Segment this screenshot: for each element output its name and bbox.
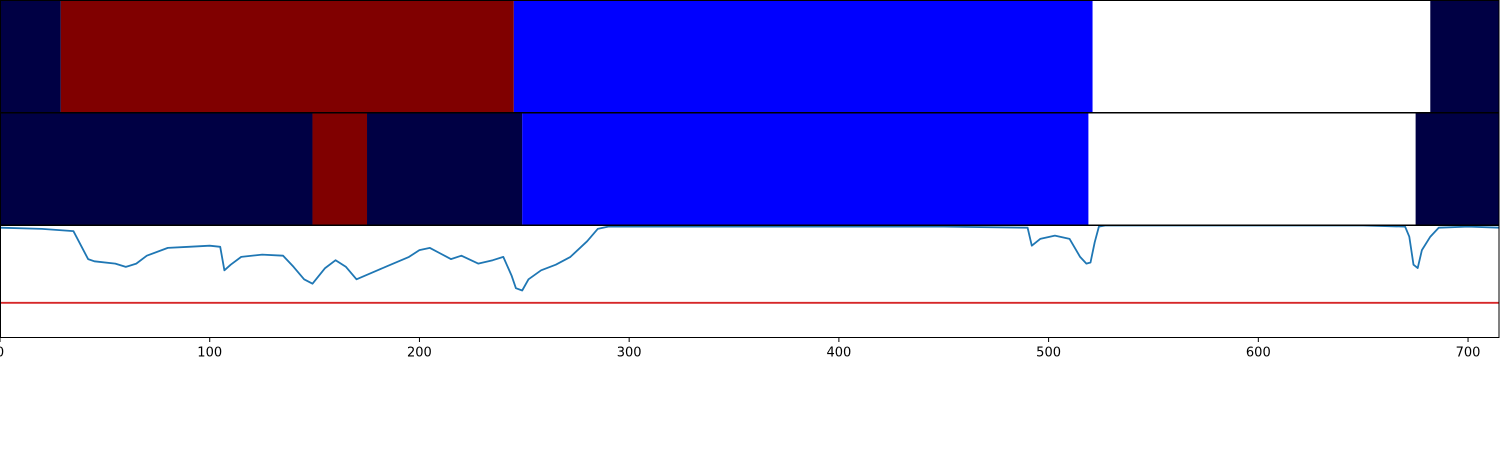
middle-heatmap-panel [0, 112, 1500, 226]
middle-segment-3 [522, 113, 1089, 225]
top-segment-4 [1430, 0, 1500, 113]
x-tick-label: 300 [617, 346, 642, 361]
bottom-line-panel [0, 225, 1500, 338]
x-axis: 0 100 200 300 400 500 600 700 [0, 337, 1481, 361]
bottom-panel-frame [0, 225, 1500, 338]
top-segment-3 [1092, 0, 1431, 113]
x-tick-label: 600 [1246, 346, 1271, 361]
top-segment-2 [513, 0, 1093, 113]
x-tick-label: 200 [407, 346, 432, 361]
top-heatmap-panel [0, 0, 1500, 113]
middle-segment-1 [312, 113, 368, 225]
middle-segment-5 [1415, 113, 1500, 225]
x-tick-label: 400 [826, 346, 851, 361]
x-tick-label: 700 [1456, 346, 1481, 361]
x-tick-label: 100 [197, 346, 222, 361]
middle-segment-2 [367, 113, 523, 225]
middle-segment-4 [1088, 113, 1416, 225]
top-segment-1 [60, 0, 514, 113]
x-tick-label: 0 [0, 346, 4, 361]
middle-segment-0 [0, 113, 313, 225]
x-tick-label: 500 [1036, 346, 1061, 361]
top-segment-0 [0, 0, 61, 113]
